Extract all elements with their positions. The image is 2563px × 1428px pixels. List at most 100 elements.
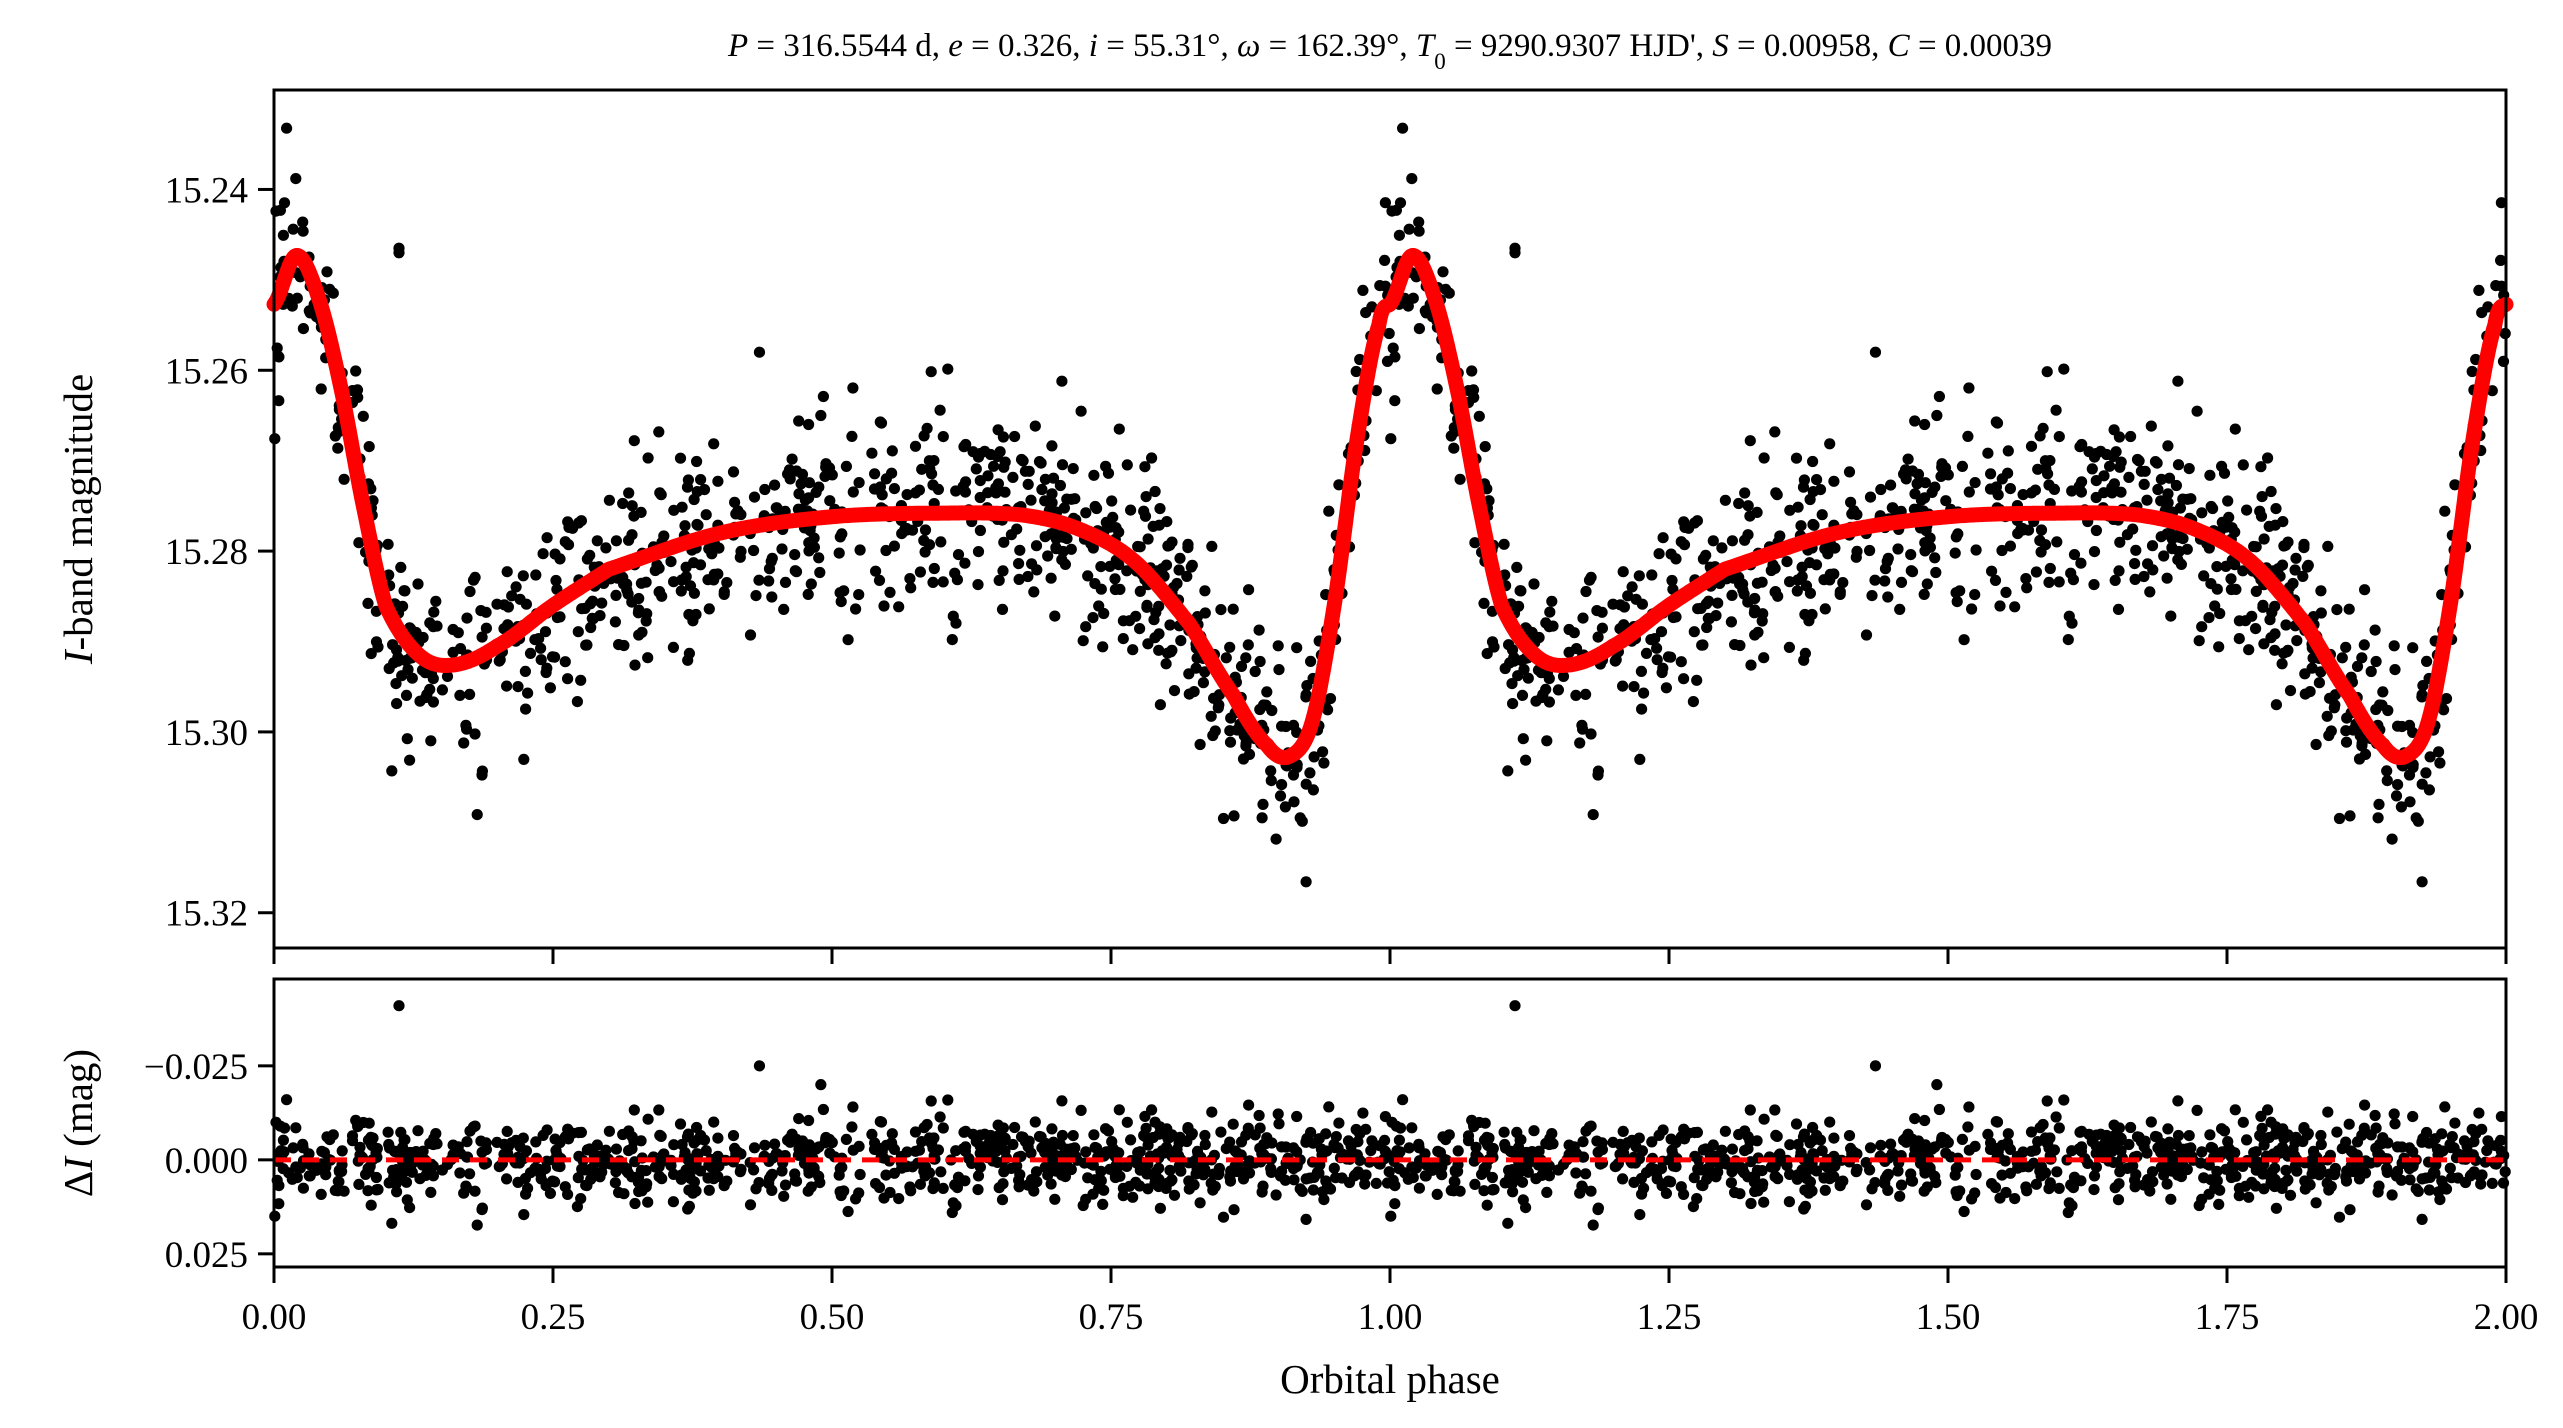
- data-point: [600, 542, 612, 554]
- residual-point: [537, 1129, 549, 1141]
- data-point: [522, 687, 534, 699]
- residual-point: [1208, 1168, 1220, 1180]
- residual-point: [1919, 1164, 1931, 1176]
- data-point: [1646, 569, 1658, 581]
- data-point: [1150, 606, 1162, 619]
- residual-point: [2423, 1184, 2435, 1196]
- data-point: [1056, 459, 1069, 471]
- data-point: [803, 477, 816, 489]
- data-point: [1127, 644, 1139, 656]
- data-point: [1109, 573, 1121, 585]
- data-point: [458, 737, 470, 749]
- residual-point: [2381, 1163, 2393, 1175]
- data-point: [519, 665, 532, 678]
- residual-point: [1194, 1197, 1206, 1209]
- data-point: [514, 593, 526, 605]
- residual-point: [1256, 1148, 1268, 1160]
- x-tick-label: 0.75: [1079, 1297, 1144, 1338]
- residual-point: [996, 1194, 1009, 1206]
- data-point: [404, 754, 416, 766]
- data-point: [1153, 628, 1165, 640]
- data-point: [790, 566, 803, 578]
- residual-point: [2352, 1162, 2364, 1174]
- residual-point: [909, 1145, 922, 1157]
- residual-point: [1930, 1177, 1942, 1189]
- data-point: [2322, 540, 2334, 553]
- residual-point: [1253, 1109, 1265, 1122]
- data-point: [2193, 635, 2205, 647]
- residual-point: [2358, 1122, 2370, 1134]
- data-point: [1080, 507, 1092, 519]
- data-point: [2151, 457, 2163, 469]
- residual-point: [2125, 1121, 2137, 1134]
- data-point: [792, 503, 805, 515]
- residual-point: [1845, 1142, 1857, 1154]
- data-point: [2315, 607, 2327, 619]
- residual-point: [513, 1157, 526, 1169]
- residual-point: [1638, 1182, 1650, 1194]
- residual-point: [362, 1185, 374, 1197]
- residual-point: [1802, 1158, 1814, 1170]
- residual-point: [937, 1122, 949, 1134]
- residual-point: [674, 1118, 687, 1130]
- data-point: [350, 365, 362, 377]
- residual-point: [1350, 1123, 1362, 1136]
- data-point: [2333, 812, 2346, 825]
- residual-point: [1479, 1117, 1491, 1129]
- residual-point: [1127, 1191, 1139, 1203]
- residual-point: [1123, 1180, 1136, 1192]
- residual-point: [2476, 1123, 2488, 1135]
- data-point: [1235, 660, 1248, 673]
- data-point: [1799, 647, 1811, 660]
- residual-point: [1798, 1128, 1810, 1140]
- residual-point: [1481, 1199, 1493, 1211]
- data-point: [2020, 573, 2032, 585]
- residual-point: [1986, 1178, 1998, 1190]
- data-point: [1675, 656, 1687, 668]
- residual-point: [1088, 1129, 1100, 1141]
- model-curve: [266, 248, 2514, 766]
- residual-point: [1719, 1125, 1731, 1137]
- residual-point: [1570, 1148, 1583, 1160]
- data-point: [835, 596, 847, 608]
- data-point: [665, 556, 677, 568]
- residual-point: [2417, 1133, 2429, 1145]
- residual-point: [769, 1138, 781, 1150]
- data-point: [949, 567, 961, 579]
- residual-point: [2270, 1202, 2282, 1214]
- residual-point: [1140, 1122, 1152, 1134]
- data-point: [1197, 677, 1209, 689]
- data-point: [1208, 692, 1220, 704]
- residual-point: [1570, 1167, 1582, 1179]
- data-point: [2276, 658, 2288, 670]
- outlier-point: [1931, 409, 1943, 422]
- data-point: [2196, 507, 2208, 519]
- residual-point: [1749, 1185, 1761, 1198]
- y-tick-label: −0.025: [144, 1047, 248, 1088]
- data-point: [1514, 585, 1526, 597]
- data-point: [1962, 430, 1974, 442]
- data-point: [1845, 496, 1857, 508]
- data-point: [382, 538, 394, 550]
- residual-point: [972, 1184, 984, 1196]
- residual-point: [1049, 1193, 1061, 1205]
- data-point: [1585, 728, 1597, 740]
- data-point: [633, 592, 645, 605]
- residual-point: [682, 1128, 695, 1140]
- data-point: [680, 561, 692, 573]
- residual-point: [1009, 1121, 1021, 1134]
- data-point: [1437, 266, 1449, 278]
- residual-point: [2446, 1131, 2458, 1143]
- data-point: [2075, 557, 2087, 569]
- residual-point: [353, 1178, 365, 1190]
- residual-point: [1320, 1175, 1332, 1187]
- data-point: [1045, 528, 1057, 540]
- data-point: [2222, 495, 2234, 507]
- data-point: [653, 426, 665, 438]
- residual-point: [270, 1116, 282, 1128]
- data-point: [2376, 699, 2388, 711]
- data-point: [286, 300, 298, 312]
- data-point: [281, 122, 293, 134]
- residual-point: [934, 1111, 946, 1123]
- data-point: [2205, 578, 2217, 590]
